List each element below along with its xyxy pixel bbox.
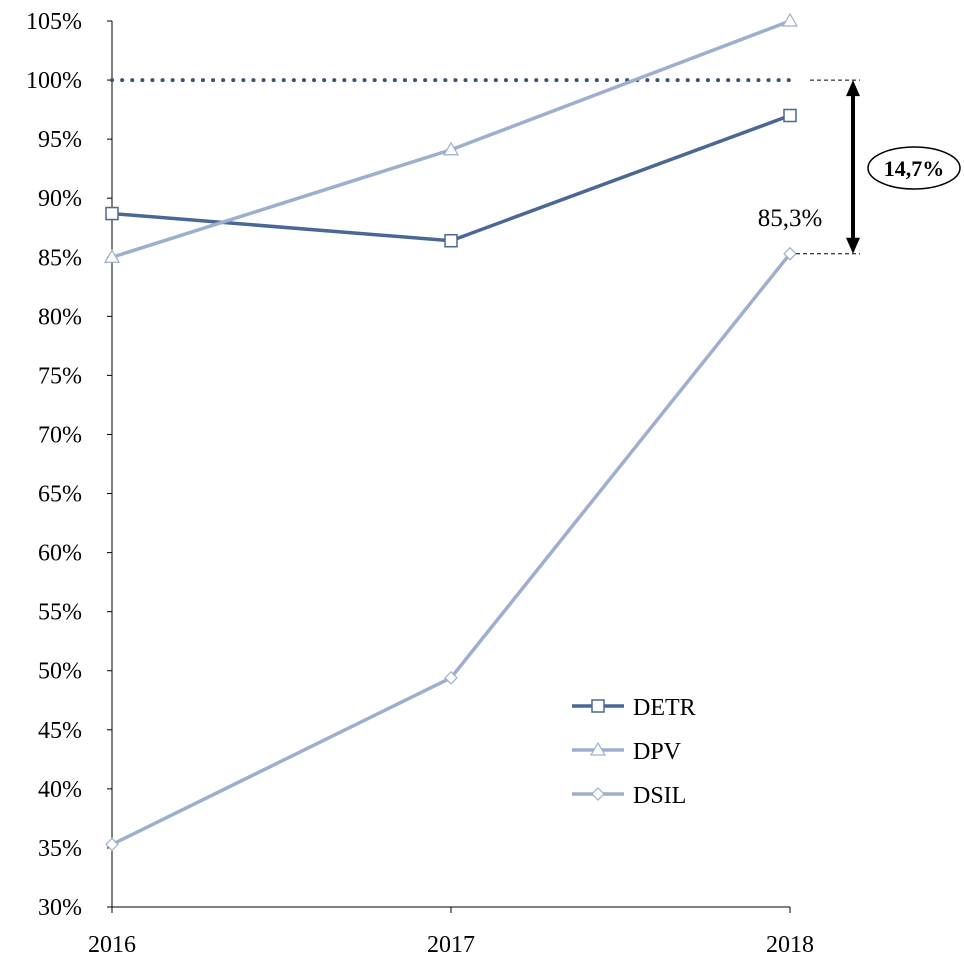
series-dpv bbox=[103, 12, 799, 263]
legend-marker bbox=[589, 741, 607, 756]
x-tick-label: 2017 bbox=[427, 932, 475, 958]
detr-point bbox=[444, 233, 458, 248]
detr-point bbox=[105, 206, 119, 221]
legend: DETR DPV DSIL bbox=[572, 695, 696, 809]
dpv-point bbox=[103, 249, 121, 263]
y-tick-label: 70% bbox=[38, 422, 82, 448]
y-tick-label: 45% bbox=[38, 718, 82, 744]
detr-line bbox=[111, 113, 791, 243]
y-tick-label: 35% bbox=[38, 836, 82, 862]
dsil-line bbox=[111, 252, 792, 846]
legend-label: DETR bbox=[633, 695, 696, 721]
y-tick-label: 75% bbox=[38, 363, 82, 389]
y-tick-label: 100% bbox=[26, 68, 82, 94]
y-tick-label: 105% bbox=[26, 9, 82, 35]
legend-item-dsil: DSIL bbox=[572, 783, 686, 809]
y-tick-label: 80% bbox=[38, 304, 82, 330]
legend-marker bbox=[591, 787, 605, 801]
dpv-point bbox=[442, 141, 460, 156]
y-tick-label: 90% bbox=[38, 186, 82, 212]
gap-label: 14,7% bbox=[884, 156, 945, 181]
series-group bbox=[103, 12, 799, 852]
dsil-2018-label: 85,3% bbox=[758, 205, 823, 232]
y-tick-label: 85% bbox=[38, 245, 82, 271]
gap-arrow-head-up bbox=[846, 80, 860, 97]
legend-label: DSIL bbox=[633, 783, 686, 809]
detr-point bbox=[783, 108, 797, 123]
dpv-point bbox=[781, 12, 799, 27]
gap-label-ellipse bbox=[867, 146, 961, 190]
legend-label: DPV bbox=[633, 739, 682, 765]
annotations: 85,3% 14,7% bbox=[758, 79, 961, 255]
dsil-point bbox=[444, 670, 458, 685]
y-tick-label: 65% bbox=[38, 482, 82, 508]
legend-item-detr: DETR bbox=[572, 695, 696, 721]
y-tick-label: 95% bbox=[38, 127, 82, 153]
x-tick-label: 2018 bbox=[766, 932, 814, 958]
y-tick-label: 40% bbox=[38, 777, 82, 803]
x-tick-label: 2016 bbox=[88, 932, 136, 958]
y-tick-label: 50% bbox=[38, 659, 82, 685]
axes: 30% 35% 40% 45% 50% 55% 60% 65% 70% 75% 80% 85% 90% 9… bbox=[26, 9, 814, 958]
legend-marker bbox=[591, 699, 605, 713]
gap-arrow-head-down bbox=[846, 237, 860, 254]
dsil-point bbox=[783, 246, 797, 261]
legend-item-dpv: DPV bbox=[572, 739, 682, 765]
y-tick-label: 60% bbox=[38, 541, 82, 567]
series-dsil bbox=[105, 246, 797, 852]
dsil-point bbox=[105, 837, 119, 852]
y-tick-label: 30% bbox=[38, 895, 82, 921]
y-tick-label: 55% bbox=[38, 600, 82, 626]
